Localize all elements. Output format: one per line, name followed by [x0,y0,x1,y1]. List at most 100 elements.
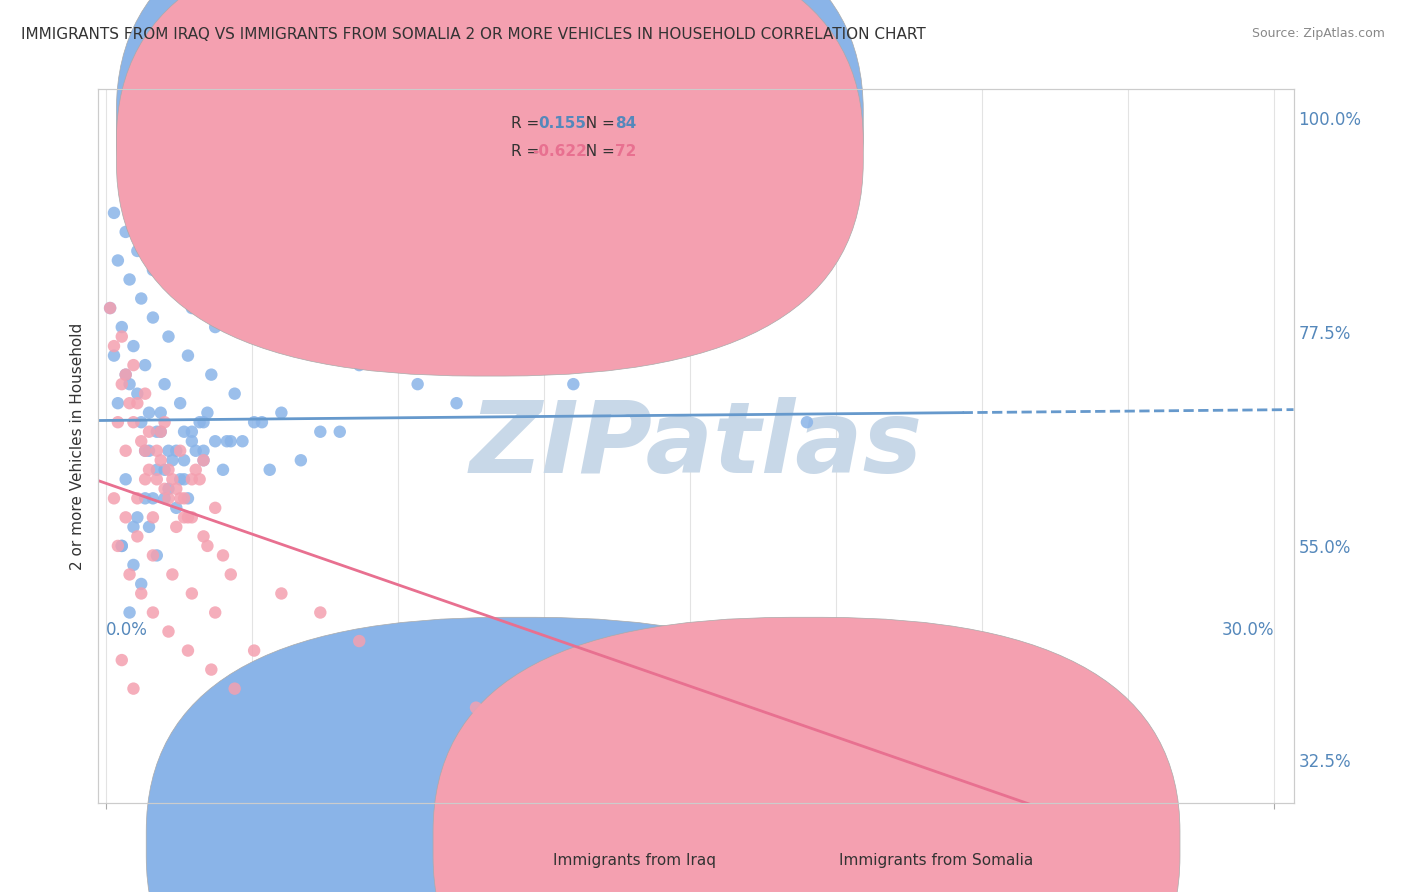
Point [118,272,141,286]
Point [138,520,160,534]
Point [193,415,215,429]
FancyBboxPatch shape [146,617,893,892]
Point [111,377,134,392]
Point [169,396,191,410]
Point [114,368,136,382]
Point [212,549,235,563]
Text: 30.0%: 30.0% [1222,621,1274,639]
Y-axis label: 2 or more Vehicles in Household: 2 or more Vehicles in Household [69,322,84,570]
Point [149,453,172,467]
Point [129,586,152,600]
Point [122,681,145,696]
Point [103,339,125,353]
Point [98,301,121,315]
Point [309,339,332,353]
Point [122,520,145,534]
Point [165,520,187,534]
Text: Immigrants from Somalia: Immigrants from Somalia [839,853,1033,868]
Point [153,491,176,506]
FancyBboxPatch shape [117,0,863,376]
Point [127,396,149,410]
Point [177,491,200,506]
Point [118,377,141,392]
Point [180,472,202,486]
Point [243,415,266,429]
Point [180,586,202,600]
Point [180,301,202,315]
Point [180,510,202,524]
Point [134,472,156,486]
Point [200,368,222,382]
Point [224,386,246,401]
Text: N =: N = [576,116,620,131]
Point [153,463,176,477]
Point [111,539,134,553]
Point [640,720,662,734]
Point [180,434,202,449]
Point [465,700,488,714]
Point [107,415,129,429]
Point [118,567,141,582]
Point [212,463,235,477]
Point [127,491,149,506]
Point [162,282,184,296]
Point [177,643,200,657]
Point [1069,739,1091,753]
Point [162,472,184,486]
Point [173,510,195,524]
Point [129,415,152,429]
Point [122,339,145,353]
Point [103,349,125,363]
Text: Immigrants from Iraq: Immigrants from Iraq [553,853,716,868]
Point [107,396,129,410]
Text: N =: N = [576,144,620,159]
Point [146,463,169,477]
Point [157,482,180,496]
Point [142,263,165,277]
Point [290,453,312,467]
Text: R =: R = [510,116,544,131]
Point [193,453,215,467]
Point [204,434,226,449]
Point [157,491,180,506]
Text: 0.155: 0.155 [538,116,586,131]
Point [193,443,215,458]
Point [127,386,149,401]
Point [114,472,136,486]
Point [129,577,152,591]
Point [142,510,165,524]
Point [165,443,187,458]
Point [250,415,273,429]
Text: 84: 84 [614,116,636,131]
Point [165,500,187,515]
Point [952,729,974,743]
Point [215,434,238,449]
Point [349,358,371,372]
Point [162,567,184,582]
Text: R =: R = [510,144,544,159]
Point [142,491,165,506]
Point [243,643,266,657]
Point [173,491,195,506]
Point [103,206,125,220]
Point [146,472,169,486]
Point [177,349,200,363]
Point [204,320,226,334]
Text: ZIPatlas: ZIPatlas [470,398,922,494]
Point [146,425,169,439]
Point [118,606,141,620]
Point [193,453,215,467]
Point [111,539,134,553]
FancyBboxPatch shape [451,93,725,171]
Point [204,606,226,620]
Point [157,443,180,458]
Point [127,529,149,543]
Point [349,634,371,648]
Point [169,443,191,458]
FancyBboxPatch shape [433,617,1180,892]
Point [169,472,191,486]
Point [169,491,191,506]
Point [157,624,180,639]
Point [309,425,332,439]
Point [122,358,145,372]
